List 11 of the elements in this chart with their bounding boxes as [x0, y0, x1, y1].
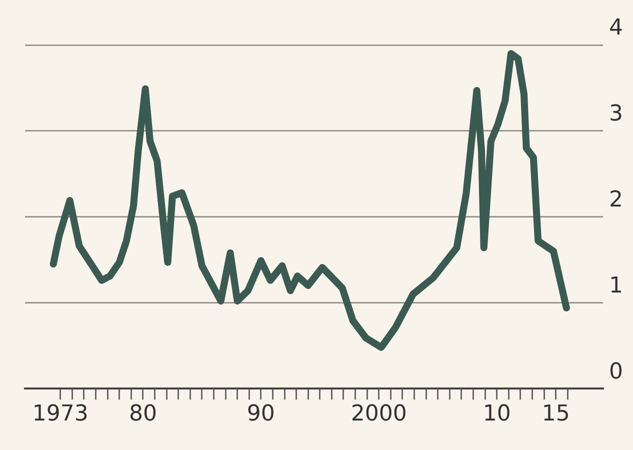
y-tick-label: 3 [609, 102, 624, 127]
y-tick-label: 0 [609, 359, 624, 384]
x-tick-label: 10 [482, 402, 511, 427]
x-tick-label: 90 [246, 402, 275, 427]
x-tick-label: 1973 [32, 402, 88, 427]
y-tick-label: 1 [609, 273, 624, 298]
y-tick-label: 2 [609, 188, 624, 213]
y-tick-label: 4 [609, 16, 624, 41]
x-tick-label: 80 [128, 402, 157, 427]
x-tick-label: 2000 [350, 402, 407, 427]
x-tick-label: 15 [542, 402, 570, 427]
